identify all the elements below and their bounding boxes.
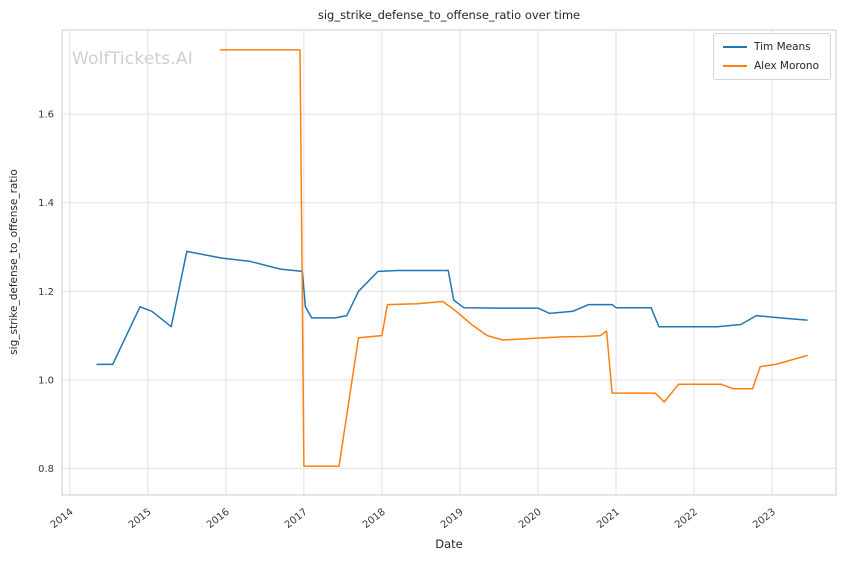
svg-text:1.0: 1.0 — [38, 375, 54, 386]
svg-text:2017: 2017 — [283, 507, 310, 531]
legend-label: Alex Morono — [754, 60, 819, 72]
legend-label: Tim Means — [754, 41, 811, 53]
svg-text:2023: 2023 — [751, 507, 778, 531]
svg-text:0.8: 0.8 — [38, 464, 54, 475]
svg-text:1.6: 1.6 — [38, 110, 54, 121]
legend-entry-tim-means: Tim Means — [723, 41, 819, 53]
legend-swatch — [723, 65, 747, 67]
svg-text:1.4: 1.4 — [38, 198, 54, 209]
legend-swatch — [723, 46, 747, 48]
y-axis-label: sig_strike_defense_to_offense_ratio — [8, 169, 20, 355]
svg-text:2020: 2020 — [517, 507, 544, 531]
legend: Tim Means Alex Morono — [713, 33, 831, 80]
svg-text:2015: 2015 — [127, 507, 154, 531]
chart-title: sig_strike_defense_to_offense_ratio over… — [317, 8, 581, 22]
svg-text:2018: 2018 — [361, 507, 388, 531]
svg-text:1.2: 1.2 — [38, 287, 54, 298]
x-axis-label: Date — [435, 537, 463, 551]
svg-text:2016: 2016 — [205, 507, 232, 531]
svg-text:2019: 2019 — [439, 507, 466, 531]
svg-text:2014: 2014 — [49, 507, 76, 531]
svg-text:2022: 2022 — [673, 507, 700, 531]
legend-entry-alex-morono: Alex Morono — [723, 60, 819, 72]
svg-text:2021: 2021 — [595, 507, 622, 531]
watermark: WolfTickets.AI — [72, 49, 193, 69]
